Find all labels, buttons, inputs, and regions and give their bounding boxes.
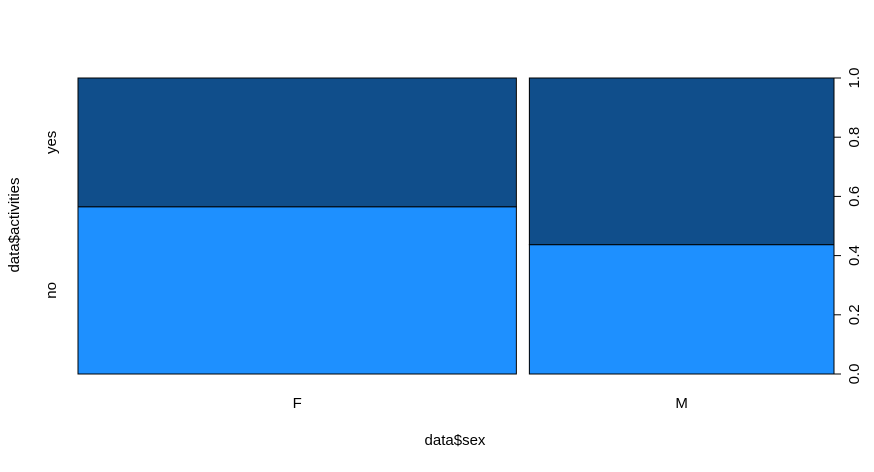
bars-group — [77, 77, 835, 375]
y-level-label-yes: yes — [43, 131, 60, 154]
right-axis-tick-label: 0.8 — [846, 127, 863, 148]
bar-f-no — [77, 206, 517, 375]
x-tick-label-f: F — [293, 395, 302, 412]
right-axis-tick-label: 1.0 — [846, 68, 863, 89]
right-axis: 0.0 0.2 0.4 0.6 0.8 1.0 — [833, 68, 863, 385]
bar-m-yes — [528, 77, 835, 246]
y-level-labels: no yes — [43, 131, 60, 299]
bar-m-no — [528, 244, 835, 375]
y-axis-label: data$activities — [6, 177, 23, 272]
right-axis-tick-label: 0.6 — [846, 186, 863, 207]
right-axis-tick-label: 0.2 — [846, 304, 863, 325]
x-tick-label-m: M — [675, 395, 688, 412]
x-axis-label: data$sex — [425, 432, 486, 449]
right-axis-tick-label: 0.0 — [846, 364, 863, 385]
right-axis-tick-label: 0.4 — [846, 245, 863, 266]
bar-f-yes — [77, 77, 517, 208]
y-level-label-no: no — [43, 282, 60, 299]
